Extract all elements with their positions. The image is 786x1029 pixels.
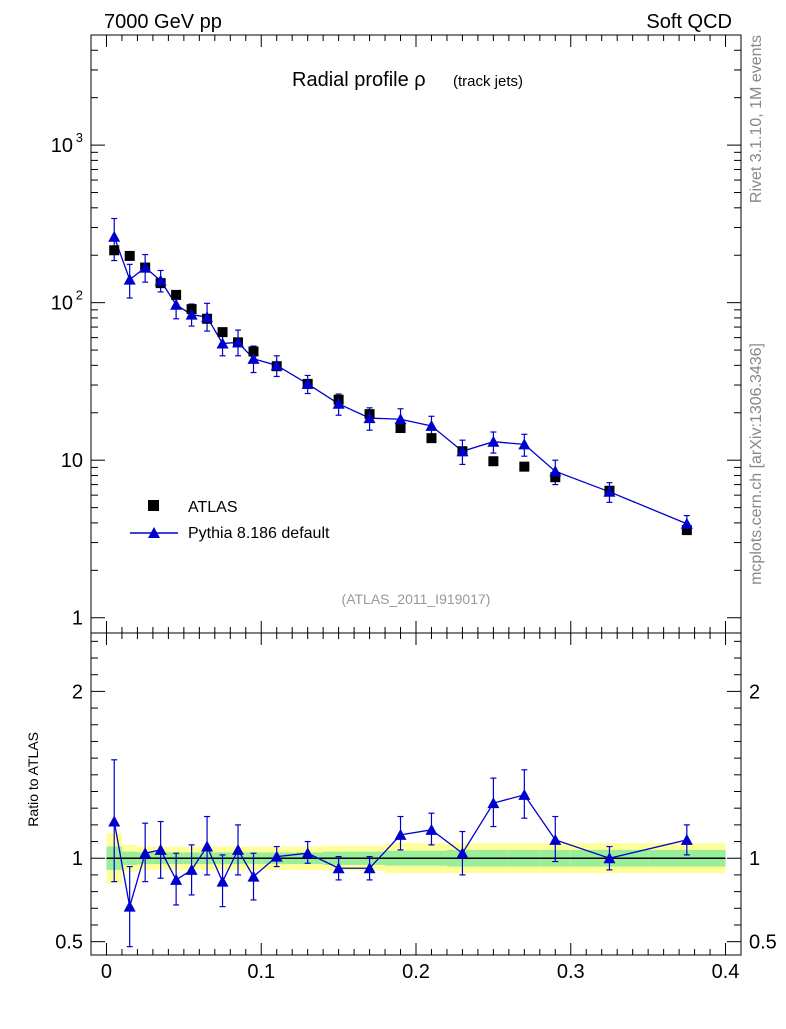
mc-marker bbox=[549, 833, 562, 845]
mc-marker bbox=[170, 873, 183, 885]
y-tick-exponent: 3 bbox=[76, 130, 83, 145]
x-tick-label: 0 bbox=[101, 961, 112, 983]
mc-marker bbox=[123, 900, 136, 912]
ratio-panel: 0 0.1 0.2 0.3 0.4 0.5 0.5 1 1 2 2 Ratio to ATLAS bbox=[25, 632, 777, 983]
mc-marker bbox=[185, 308, 198, 320]
x-tick-label: 0.3 bbox=[557, 961, 585, 983]
x-tick-label: 0.1 bbox=[247, 961, 275, 983]
x-tick-label: 0.4 bbox=[712, 961, 740, 983]
main-panel: Radial profile ρ (track jets) (ATLAS_201… bbox=[51, 34, 742, 634]
mc-marker bbox=[680, 517, 693, 529]
plot-title: Radial profile ρ bbox=[292, 69, 426, 91]
legend-mc-label: Pythia 8.186 default bbox=[188, 525, 330, 542]
data-marker bbox=[217, 327, 228, 338]
energy-label: 7000 GeV pp bbox=[104, 11, 222, 33]
mc-marker bbox=[394, 413, 407, 425]
y-tick-exponent: 2 bbox=[76, 288, 83, 303]
mc-marker bbox=[108, 815, 121, 827]
data-marker bbox=[171, 289, 182, 300]
mc-marker bbox=[154, 274, 167, 286]
mc-marker bbox=[363, 862, 376, 874]
mc-marker bbox=[487, 797, 500, 809]
mc-marker bbox=[425, 419, 438, 431]
data-marker bbox=[109, 245, 120, 256]
mc-marker bbox=[270, 850, 283, 862]
mc-marker bbox=[394, 828, 407, 840]
mc-marker bbox=[270, 359, 283, 371]
mc-marker bbox=[518, 788, 531, 800]
legend-data-marker bbox=[148, 500, 159, 511]
mc-marker bbox=[549, 465, 562, 477]
mc-marker bbox=[301, 847, 314, 859]
data-marker bbox=[395, 423, 406, 434]
mc-marker bbox=[301, 377, 314, 389]
legend: ATLAS Pythia 8.186 default bbox=[130, 499, 330, 542]
ratio-frame bbox=[90, 632, 742, 956]
mc-marker bbox=[123, 273, 136, 285]
y-tick-label-right: 2 bbox=[749, 681, 760, 703]
mc-marker bbox=[201, 840, 214, 852]
mc-marker bbox=[216, 337, 229, 349]
ratio-marks bbox=[108, 759, 693, 948]
mc-marker bbox=[247, 870, 260, 882]
y-tick-label-right: 1 bbox=[749, 848, 760, 870]
mc-marker bbox=[332, 862, 345, 874]
y-tick-label: 0.5 bbox=[55, 932, 83, 954]
y-tick-label: 1 bbox=[72, 608, 83, 630]
mc-marker bbox=[216, 875, 229, 887]
legend-mc-marker bbox=[148, 527, 160, 538]
ratio-axes: 0 0.1 0.2 0.3 0.4 0.5 0.5 1 1 2 2 bbox=[55, 632, 777, 983]
mc-marker bbox=[603, 852, 616, 864]
plot-subtitle: (track jets) bbox=[453, 73, 523, 90]
y-tick-label: 2 bbox=[72, 681, 83, 703]
mc-marker bbox=[456, 445, 469, 457]
process-label: Soft QCD bbox=[646, 11, 732, 33]
ratio-line bbox=[113, 794, 687, 907]
mc-marker bbox=[232, 843, 245, 855]
mc-marker bbox=[680, 833, 693, 845]
mc-marker bbox=[487, 435, 500, 447]
data-marker bbox=[248, 346, 259, 357]
mc-marker bbox=[108, 230, 121, 242]
y-tick-label: 10 bbox=[51, 135, 73, 157]
data-marker bbox=[519, 461, 530, 472]
analysis-id: (ATLAS_2011_I919017) bbox=[342, 591, 491, 607]
rivet-label: Rivet 3.1.10, 1M events bbox=[748, 35, 765, 203]
data-marker bbox=[488, 456, 499, 467]
mc-marker bbox=[201, 311, 214, 323]
mc-marker bbox=[363, 412, 376, 424]
main-frame bbox=[90, 34, 742, 634]
main-marks bbox=[108, 217, 693, 536]
mc-marker bbox=[332, 397, 345, 409]
ratio-ylabel: Ratio to ATLAS bbox=[25, 732, 41, 827]
x-tick-label: 0.2 bbox=[402, 961, 430, 983]
mc-marker bbox=[603, 485, 616, 497]
mc-marker bbox=[154, 843, 167, 855]
mc-marker bbox=[456, 847, 469, 859]
y-tick-label: 10 bbox=[51, 293, 73, 315]
mc-marker bbox=[170, 298, 183, 310]
mc-marker bbox=[425, 823, 438, 835]
mc-marker bbox=[139, 261, 152, 273]
mc-marker bbox=[139, 847, 152, 859]
y-tick-label-right: 0.5 bbox=[749, 932, 777, 954]
mc-marker bbox=[247, 352, 260, 364]
data-marker bbox=[124, 250, 135, 261]
mcplots-label: mcplots.cern.ch [arXiv:1306.3436] bbox=[748, 343, 765, 585]
data-marker bbox=[550, 472, 561, 483]
data-marker bbox=[681, 525, 692, 536]
y-tick-label: 10 bbox=[61, 450, 83, 472]
mc-line bbox=[113, 236, 688, 525]
mc-marker bbox=[232, 336, 245, 348]
mc-marker bbox=[185, 863, 198, 875]
legend-data-label: ATLAS bbox=[188, 499, 238, 516]
data-marker bbox=[426, 433, 437, 444]
mc-marker bbox=[518, 438, 531, 450]
y-tick-label: 1 bbox=[72, 848, 83, 870]
